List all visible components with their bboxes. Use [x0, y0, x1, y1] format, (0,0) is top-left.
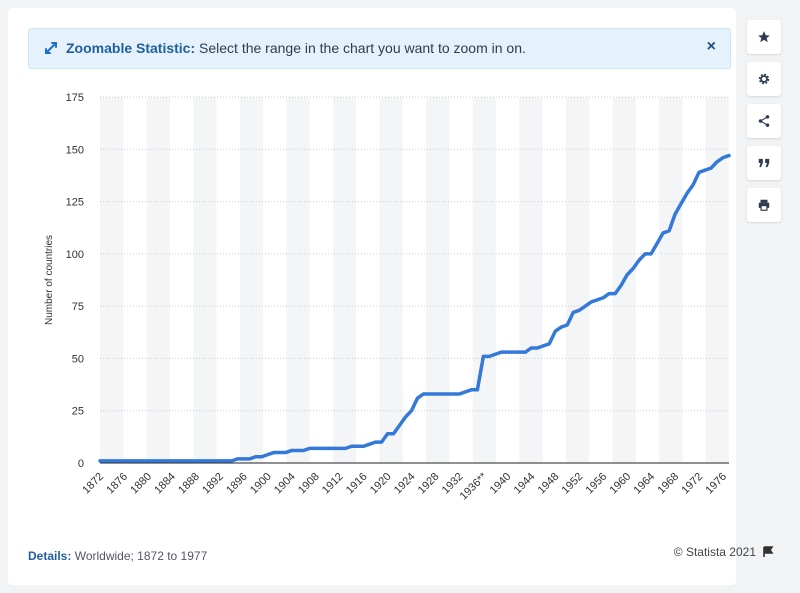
y-axis: 0 25 50 75 100 125 150 175	[66, 92, 84, 470]
x-tick-label: 1884	[152, 471, 178, 497]
details-text: Worldwide; 1872 to 1977	[74, 549, 208, 563]
x-tick-label: 1972	[679, 471, 705, 497]
details-footer: Details: Worldwide; 1872 to 1977	[28, 549, 207, 563]
chart-band	[472, 97, 497, 463]
chart-band	[705, 97, 729, 463]
x-axis: 1872187618801884188818921896190019041908…	[80, 470, 729, 502]
cite-button[interactable]	[747, 146, 781, 180]
x-tick-label: 1876	[104, 471, 130, 497]
y-tick-label: 50	[72, 353, 84, 365]
chart-band	[426, 97, 450, 463]
x-tick-label: 1968	[655, 471, 681, 497]
quote-icon	[758, 158, 770, 168]
x-tick-label: 1936**	[458, 470, 490, 502]
x-tick-label: 1976	[703, 471, 729, 497]
x-tick-label: 1924	[392, 471, 418, 497]
banner-title: Zoomable Statistic:	[66, 40, 196, 56]
y-tick-label: 150	[66, 144, 84, 156]
y-axis-label: Number of countries	[44, 235, 55, 325]
x-tick-label: 1892	[200, 471, 226, 497]
chart-band	[286, 97, 310, 463]
x-tick-label: 1896	[224, 471, 250, 497]
statista-credit[interactable]: © Statista 2021	[673, 545, 756, 559]
y-tick-label: 25	[72, 406, 84, 418]
print-button[interactable]	[747, 188, 781, 222]
chart-band	[239, 97, 264, 463]
series-line[interactable]	[98, 153, 731, 463]
x-tick-label: 1916	[344, 471, 370, 497]
y-tick-label: 0	[78, 458, 84, 470]
share-icon	[758, 115, 770, 127]
x-tick-label: 1872	[80, 471, 106, 497]
x-tick-label: 1904	[272, 471, 298, 497]
x-tick-label: 1960	[607, 471, 633, 497]
zoom-banner: Zoomable Statistic: Select the range in …	[28, 28, 731, 69]
x-tick-label: 1888	[176, 471, 202, 497]
chart-band	[379, 97, 403, 463]
chart-band	[659, 97, 683, 463]
x-tick-label: 1948	[536, 471, 562, 497]
star-icon	[758, 31, 770, 43]
x-tick-label: 1908	[296, 471, 322, 497]
chart-band	[193, 97, 217, 463]
x-tick-label: 1900	[248, 471, 274, 497]
x-tick-label: 1944	[512, 471, 538, 497]
x-tick-label: 1928	[416, 471, 442, 497]
x-tick-label: 1956	[584, 471, 610, 497]
favorite-button[interactable]	[747, 20, 781, 54]
details-label: Details:	[28, 549, 72, 563]
y-tick-label: 75	[72, 301, 84, 313]
x-tick-label: 1940	[488, 471, 514, 497]
y-tick-label: 175	[66, 92, 84, 104]
gear-icon	[758, 73, 770, 85]
x-tick-label: 1912	[320, 471, 346, 497]
chart-band	[332, 97, 357, 463]
chart-band	[565, 97, 590, 463]
share-button[interactable]	[747, 104, 781, 138]
y-tick-label: 100	[66, 249, 84, 261]
chart-band	[100, 97, 124, 463]
flag-icon[interactable]	[762, 546, 774, 558]
banner-message: Select the range in the chart you want t…	[199, 40, 526, 56]
close-icon[interactable]: ×	[706, 38, 716, 55]
settings-button[interactable]	[747, 62, 781, 96]
credit-footer[interactable]: © Statista 2021	[674, 545, 774, 559]
print-icon	[758, 199, 770, 211]
x-tick-label: 1880	[128, 471, 154, 497]
x-tick-label: 1920	[368, 471, 394, 497]
x-tick-label: 1952	[560, 471, 586, 497]
expand-arrows-icon	[45, 42, 57, 54]
y-tick-label: 125	[66, 197, 84, 209]
chart-band	[519, 97, 543, 463]
chart-band	[146, 97, 170, 463]
banner-text: Zoomable Statistic: Select the range in …	[66, 40, 526, 56]
x-tick-label: 1964	[631, 471, 657, 497]
